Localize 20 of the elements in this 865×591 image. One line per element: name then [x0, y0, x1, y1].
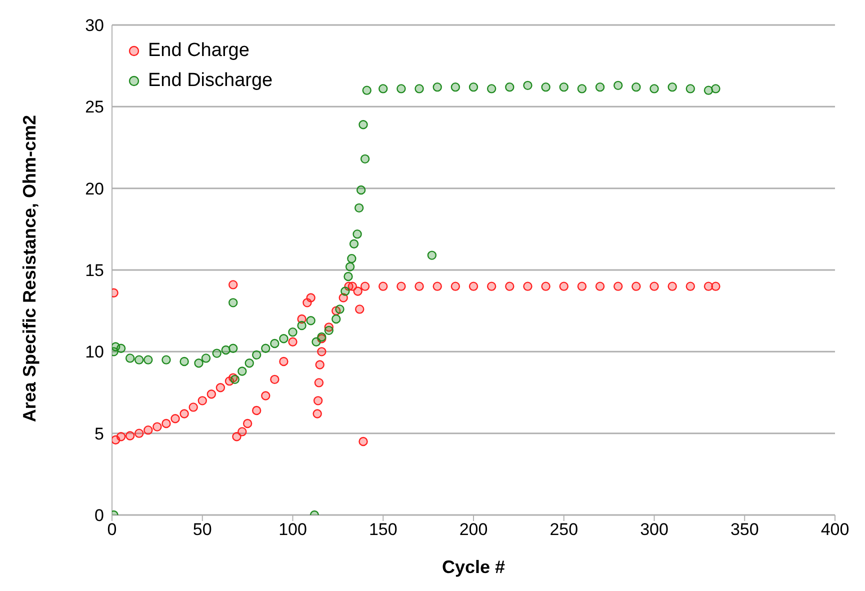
legend-label: End Discharge	[148, 69, 273, 93]
x-tick-label: 200	[459, 520, 488, 540]
x-axis-title: Cycle #	[440, 557, 506, 578]
legend-label: End Charge	[148, 39, 250, 63]
y-axis-title: Area Specific Resistance, Ohm-cm2	[20, 114, 40, 424]
x-tick-label: 350	[730, 520, 759, 540]
x-tick-label: 100	[278, 520, 307, 540]
y-tick-label: 5	[94, 424, 104, 444]
x-tick-label: 250	[550, 520, 578, 540]
y-tick-label: 20	[85, 179, 104, 198]
y-tick-label: 30	[85, 16, 104, 36]
x-tick-label: 150	[368, 520, 398, 540]
y-tick-label: 25	[85, 98, 104, 117]
x-tick-label: 0	[107, 520, 117, 540]
x-tick-label: 50	[192, 520, 212, 540]
y-tick-label: 10	[85, 342, 104, 362]
y-tick-label: 0	[94, 506, 104, 526]
x-tick-label: 400	[820, 520, 850, 540]
x-tick-label: 300	[640, 520, 668, 540]
y-tick-label: 15	[85, 261, 104, 280]
